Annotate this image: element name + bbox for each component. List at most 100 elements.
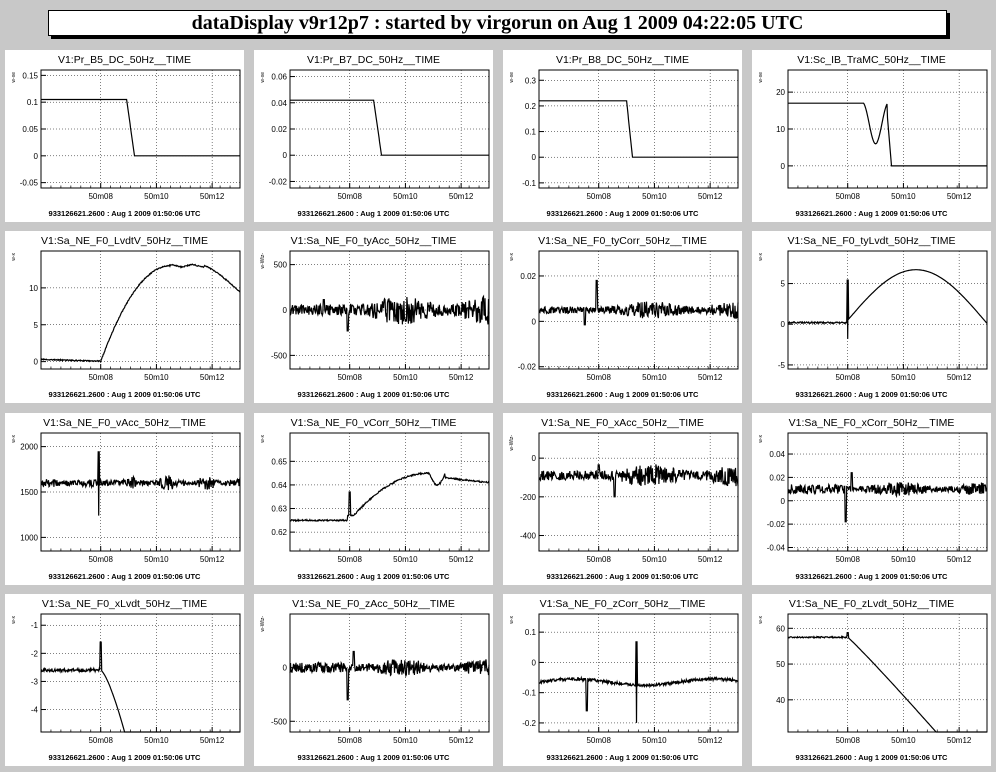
y-tick-label: -500 [271,351,288,360]
chart-title: V1:Sa_NE_F0_tyLvdt_50Hz__TIME [787,235,955,247]
y-tick-label: 0.2 [525,102,537,111]
series-line [538,464,739,498]
chart-svg: V1:Sa_NE_F0_vCorr_50Hz__TIME 0.62 0.63 0.64… [260,417,490,581]
time-footer: 933126621.2600 : Aug 1 2009 01:50:06 UTC [298,390,450,399]
series-line [289,294,490,332]
y-tick-label: 0 [781,162,786,171]
y-tick-label: -0.05 [20,179,39,188]
y-tick-label: 0.65 [271,457,287,466]
time-footer: 933126621.2600 : Aug 1 2009 01:50:06 UTC [547,753,699,762]
plot-frame [40,69,241,189]
x-tick-label: 50m08 [586,555,611,564]
time-footer: 933126621.2600 : Aug 1 2009 01:50:06 UTC [49,572,201,581]
y-tick-label: 500 [274,261,288,270]
time-footer: 933126621.2600 : Aug 1 2009 01:50:06 UTC [547,209,699,218]
chart-pad: V1:Sa_NE_F0_tyCorr_50Hz__TIME -0.02 0 0.02 5… [503,231,742,403]
plot-frame [787,250,988,370]
x-tick-label: 50m10 [891,192,916,201]
x-tick-label: 50m10 [642,192,667,201]
y-axis-label: w-x [509,616,515,624]
y-tick-label: 0 [34,358,39,367]
y-tick-label: 0.3 [525,76,537,85]
y-tick-label: 0.02 [271,125,287,134]
x-tick-label: 50m10 [393,736,418,745]
time-footer: 933126621.2600 : Aug 1 2009 01:50:06 UTC [796,390,948,399]
chart-svg: V1:Sa_NE_F0_tyAcc_50Hz__TIME -500 0 500 50m0… [260,235,490,399]
time-footer: 933126621.2600 : Aug 1 2009 01:50:06 UTC [49,209,201,218]
time-footer: 933126621.2600 : Aug 1 2009 01:50:06 UTC [547,390,699,399]
y-tick-label: 20 [776,88,785,97]
x-tick-label: 50m08 [337,192,362,201]
y-tick-label: 0 [532,658,537,667]
time-footer: 933126621.2600 : Aug 1 2009 01:50:06 UTC [796,753,948,762]
x-tick-label: 50m08 [835,555,860,564]
series-line [289,650,490,701]
plot-frame [40,613,241,733]
x-tick-label: 50m08 [88,555,113,564]
y-axis-label: w-x [509,253,515,261]
y-tick-label: -4 [31,706,39,715]
y-tick-label: -0.1 [522,689,536,698]
x-tick-label: 50m10 [642,373,667,382]
series-line [787,269,988,339]
series-line [290,99,489,156]
chart-title: V1:Sa_NE_F0_zLvdt_50Hz__TIME [789,598,954,610]
y-axis-label: w-x [11,435,17,443]
x-tick-label: 50m10 [144,736,169,745]
x-tick-label: 50m08 [88,736,113,745]
chart-pad: V1:Sa_NE_F0_LvdtV_50Hz__TIME 0 5 10 50m08 50m… [5,231,244,403]
plot-frame [538,432,739,552]
y-tick-label: -2 [31,649,39,658]
y-tick-label: 0.02 [769,473,785,482]
plot-frame [538,613,739,733]
series-line [787,472,988,523]
x-tick-label: 50m08 [835,192,860,201]
y-tick-label: 0.62 [271,528,287,537]
x-tick-label: 50m12 [449,192,474,201]
time-footer: 933126621.2600 : Aug 1 2009 01:50:06 UTC [49,753,201,762]
window-title: dataDisplay v9r12p7 : started by virgoru… [48,10,947,36]
x-tick-label: 50m12 [698,555,723,564]
y-axis-label: w-xe [260,72,266,83]
y-axis-label: w-xe [11,72,17,83]
series-line [40,451,241,516]
y-tick-label: -400 [520,532,537,541]
y-tick-label: 0 [532,317,537,326]
plot-frame [787,69,988,189]
chart-svg: V1:Pr_B5_DC_50Hz__TIME -0.05 0 0.05 0.1 0.15 5… [11,54,241,218]
y-tick-label: 0 [283,306,288,315]
y-tick-label: 0.05 [22,125,38,134]
y-axis-label: w-x [758,435,764,443]
chart-svg: V1:Sa_NE_F0_xCorr_50Hz__TIME -0.04 -0.02 0 0… [758,417,988,581]
y-axis-label: w-Wtz- [509,435,515,451]
y-tick-label: 5 [34,321,39,330]
chart-title: V1:Sa_NE_F0_tyCorr_50Hz__TIME [538,235,707,247]
y-tick-label: 0 [532,454,537,463]
x-tick-label: 50m08 [586,373,611,382]
x-tick-label: 50m12 [449,736,474,745]
x-tick-label: 50m08 [88,373,113,382]
y-tick-label: 0.02 [520,272,536,281]
y-axis-label: w-x [260,435,266,443]
series-line [787,631,987,733]
y-tick-label: 0.1 [525,628,537,637]
chart-pad: V1:Sa_NE_F0_xLvdt_50Hz__TIME -4 -3 -2 -1 50m0… [5,594,244,766]
x-tick-label: 50m12 [698,373,723,382]
chart-svg: V1:Sa_NE_F0_tyLvdt_50Hz__TIME -5 0 5 50m08 50… [758,235,988,399]
x-tick-label: 50m10 [642,736,667,745]
x-tick-label: 50m12 [698,192,723,201]
y-tick-label: -200 [520,493,537,502]
x-tick-label: 50m08 [586,736,611,745]
x-tick-label: 50m10 [891,736,916,745]
x-tick-label: 50m08 [586,192,611,201]
series-line [539,100,738,158]
chart-pad: V1:Sa_NE_F0_zLvdt_50Hz__TIME 40 50 60 50m08 5… [752,594,991,766]
chart-svg: V1:Sa_NE_F0_xLvdt_50Hz__TIME -4 -3 -2 -1 50m0… [11,598,241,762]
y-tick-label: 0 [781,497,786,506]
y-axis-label: w-xe [758,72,764,83]
plot-frame [40,250,241,370]
y-tick-label: -0.2 [522,719,536,728]
chart-pad: V1:Sa_NE_F0_zAcc_50Hz__TIME -500 0 50m08 50m… [254,594,493,766]
y-axis-label: w-x [758,253,764,261]
y-tick-label: -0.02 [767,520,786,529]
